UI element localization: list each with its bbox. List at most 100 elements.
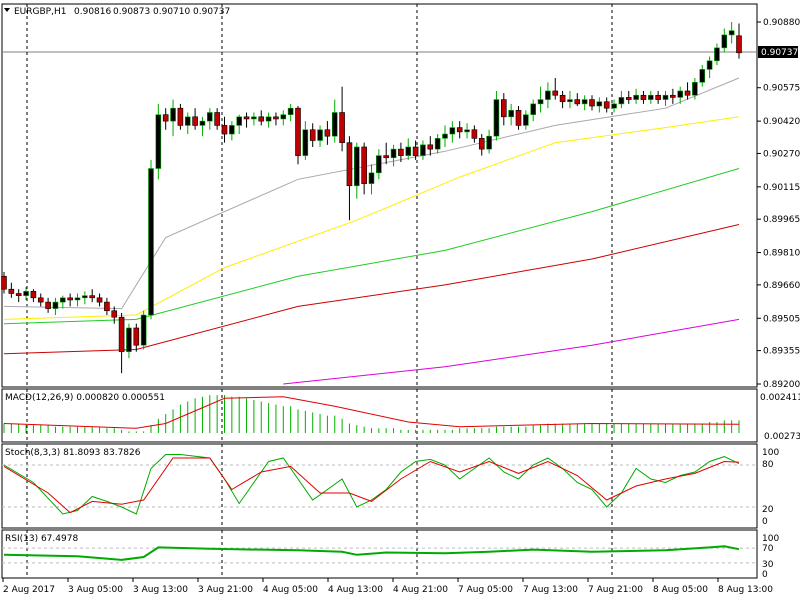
- candle-body: [736, 35, 742, 54]
- candlesticks: [1, 22, 742, 374]
- candle-body: [280, 114, 287, 120]
- candle-body: [207, 112, 213, 122]
- candle-body: [258, 116, 265, 122]
- time-axis: 2 Aug 2017 3 Aug 05:00 3 Aug 13:00 3 Aug 21…: [2, 578, 773, 595]
- dropdown-arrow-icon[interactable]: [4, 8, 10, 12]
- candle-body: [177, 107, 184, 126]
- price-tick-label: 0.89965: [763, 215, 800, 225]
- macd-label: MACD(12,26,9) 0.000820 0.000551: [5, 393, 165, 403]
- candle-body: [104, 301, 110, 312]
- candle-body: [346, 142, 353, 187]
- candle-body: [214, 112, 220, 126]
- stochastic-signal-line: [3, 457, 740, 514]
- candle-body: [331, 112, 338, 137]
- candle-body: [140, 314, 147, 346]
- time-axis-label: 7 Aug 13:00: [523, 585, 578, 595]
- header-high: 0.90873: [113, 7, 150, 17]
- candle-body: [368, 172, 375, 184]
- candle-body: [353, 146, 360, 187]
- macd-panel[interactable]: MACD(12,26,9) 0.000820 0.000551 0.002411…: [1, 388, 800, 443]
- price-tick-label: 0.90420: [763, 117, 800, 127]
- rsi-tick-30: 30: [762, 560, 774, 570]
- stochastic-panel-frame: [1, 443, 758, 529]
- candle-body: [273, 116, 279, 120]
- rsi-tick-70: 70: [762, 544, 774, 554]
- candle-body: [714, 47, 720, 62]
- candle-body: [420, 144, 426, 156]
- price-tick-label: 0.90115: [763, 183, 800, 193]
- candle-body: [640, 94, 647, 100]
- candle-body: [589, 99, 595, 107]
- candle-body: [287, 107, 294, 115]
- rsi-panel[interactable]: RSI(13) 67.4978 100 70 30 0: [1, 529, 779, 580]
- candle-body: [361, 146, 367, 184]
- candle-body: [486, 135, 492, 150]
- time-axis-label: 4 Aug 21:00: [393, 585, 448, 595]
- macd-panel-frame: [1, 388, 758, 443]
- candle-body: [192, 116, 198, 126]
- candle-body: [405, 146, 412, 156]
- candle-body: [398, 148, 404, 156]
- candle-body: [442, 133, 448, 139]
- stochastic-tick-20: 20: [762, 505, 774, 515]
- rsi-levels: [2, 530, 757, 578]
- macd-signal-line: [3, 396, 740, 429]
- price-tick-label: 0.90575: [763, 84, 800, 94]
- candle-body: [647, 94, 654, 100]
- rsi-tick-100: 100: [762, 534, 779, 544]
- candle-body: [111, 310, 118, 318]
- time-axis-label: 3 Aug 05:00: [68, 585, 123, 595]
- price-tick-label: 0.90880: [763, 18, 800, 28]
- time-axis-label: 7 Aug 21:00: [588, 585, 643, 595]
- candle-body: [692, 82, 698, 96]
- candle-body: [515, 110, 522, 126]
- moving-average-line: [283, 318, 740, 385]
- candle-body: [59, 297, 66, 303]
- candle-body: [295, 107, 301, 156]
- candle-body: [559, 94, 566, 103]
- price-tick-label: 0.89200: [763, 380, 800, 390]
- header-open: 0.90816: [74, 7, 111, 17]
- candle-body: [545, 90, 551, 100]
- price-panel-frame: [1, 3, 758, 388]
- candle-body: [251, 116, 257, 120]
- candle-body: [74, 297, 81, 301]
- stochastic-panel[interactable]: Stoch(8,3,3) 81.8093 83.7826 100 80 20 0: [1, 443, 779, 529]
- candle-body: [603, 101, 610, 109]
- price-panel[interactable]: EURGBP,H1 0.90816 0.90873 0.90710 0.9073…: [1, 3, 800, 390]
- rsi-panel-frame: [1, 529, 758, 579]
- candle-body: [118, 316, 125, 352]
- candle-body: [677, 90, 684, 98]
- time-axis-label: 3 Aug 21:00: [198, 585, 253, 595]
- header-symbol: EURGBP,H1: [14, 7, 66, 17]
- candle-body: [721, 34, 728, 49]
- price-tick-label: 0.90270: [763, 149, 800, 159]
- candle-body: [67, 297, 73, 301]
- candle-body: [324, 129, 331, 137]
- candle-body: [170, 107, 176, 122]
- time-axis-label: 7 Aug 05:00: [458, 585, 513, 595]
- candle-body: [376, 155, 382, 174]
- candle-body: [567, 99, 573, 103]
- candle-body: [449, 127, 456, 135]
- candle-body: [537, 99, 544, 105]
- current-price-label: 0.90737: [761, 48, 798, 58]
- candle-body: [611, 103, 617, 109]
- stochastic-tick-0: 0: [762, 517, 768, 527]
- candle-body: [471, 129, 478, 139]
- macd-signal-path: [3, 396, 740, 429]
- candle-body: [23, 291, 29, 296]
- candle-body: [684, 90, 691, 96]
- candle-body: [464, 129, 470, 133]
- candle-body: [574, 99, 581, 105]
- time-axis-label: 2 Aug 2017: [3, 585, 55, 595]
- candle-body: [390, 148, 397, 159]
- candle-body: [148, 168, 154, 316]
- candle-body: [383, 155, 390, 159]
- candle-body: [655, 94, 661, 100]
- candle-body: [500, 99, 507, 118]
- candle-body: [221, 125, 228, 135]
- candle-body: [706, 60, 713, 70]
- candle-body: [581, 99, 588, 105]
